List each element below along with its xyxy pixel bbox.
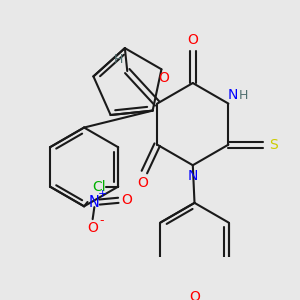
Text: H: H <box>239 88 248 101</box>
Text: O: O <box>87 221 98 235</box>
Text: O: O <box>137 176 148 190</box>
Text: O: O <box>189 290 200 300</box>
Text: S: S <box>269 138 278 152</box>
Text: +: + <box>98 189 108 199</box>
Text: -: - <box>99 214 103 227</box>
Text: O: O <box>122 193 132 207</box>
Text: H: H <box>114 52 123 66</box>
Text: N: N <box>188 169 198 183</box>
Text: O: O <box>188 33 198 47</box>
Text: N: N <box>89 194 100 209</box>
Text: N: N <box>227 88 238 102</box>
Text: Cl: Cl <box>92 180 106 194</box>
Text: O: O <box>159 71 170 85</box>
